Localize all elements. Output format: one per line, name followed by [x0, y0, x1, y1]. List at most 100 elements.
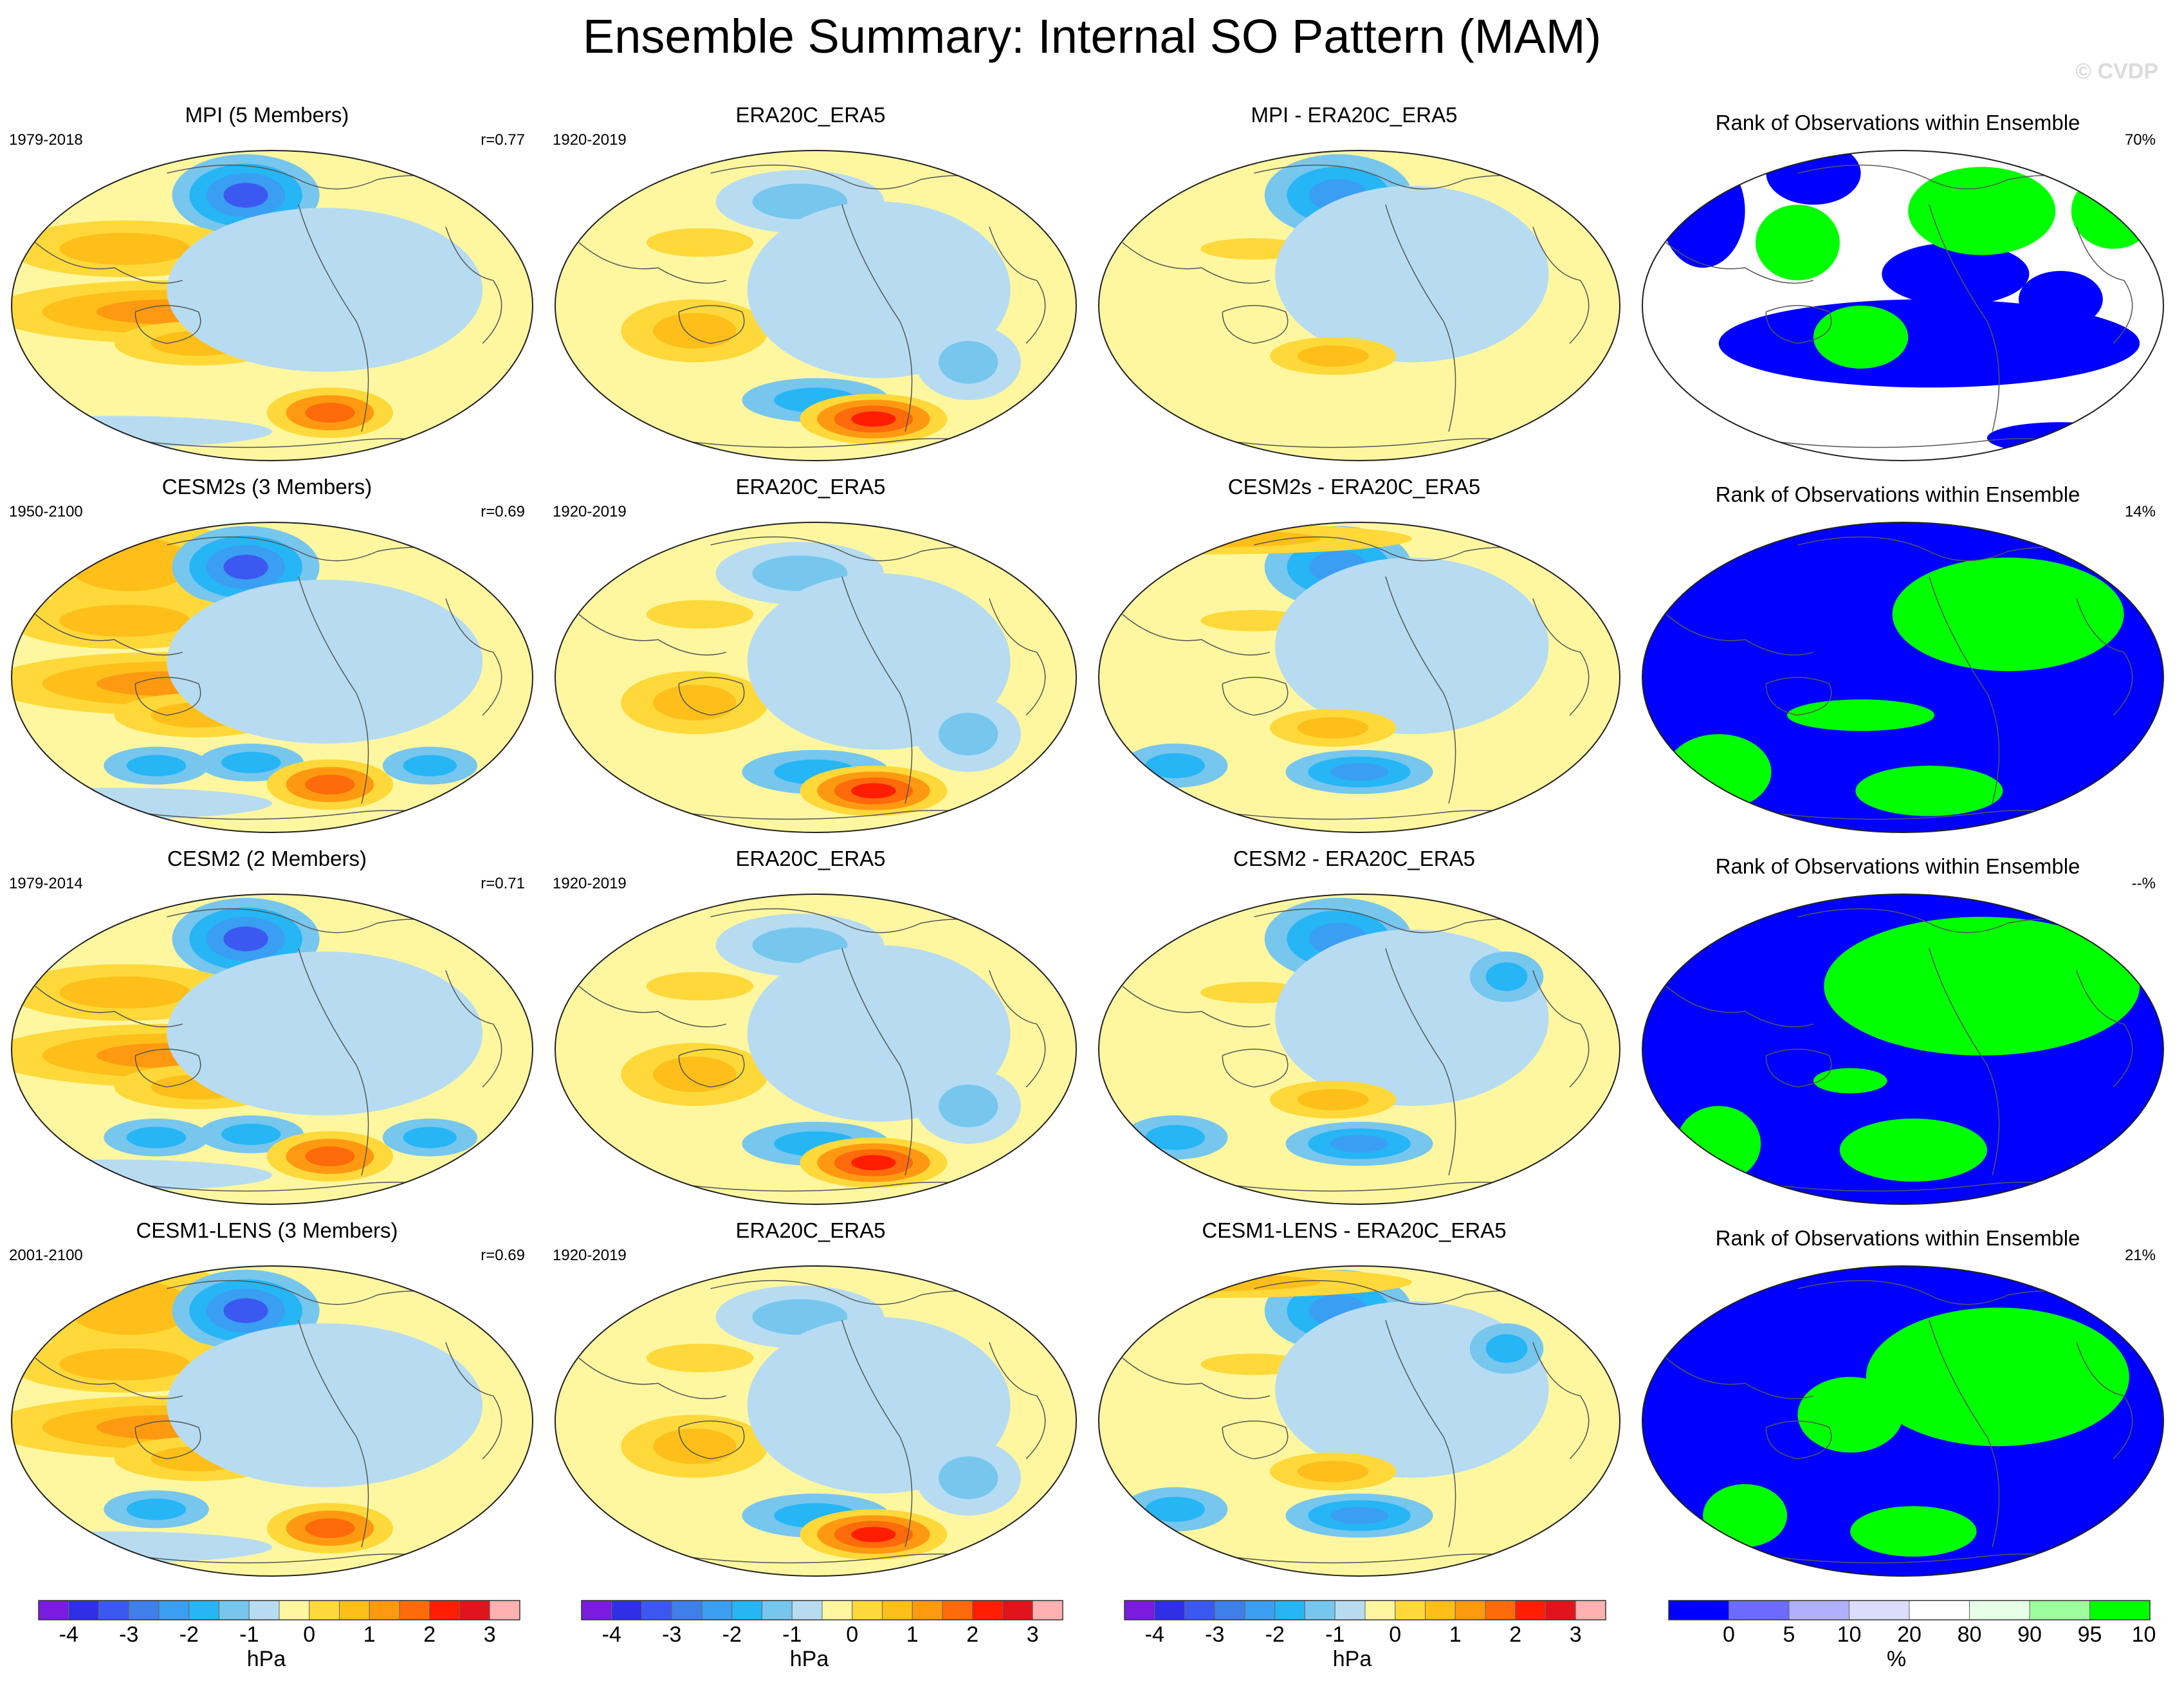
coastline [1532, 1342, 1590, 1460]
colorbar-tick-label: 20 [1897, 1622, 1922, 1647]
map-svg [555, 894, 1077, 1205]
coastline [1532, 226, 1590, 344]
colorbar-tick-label: 1 [906, 1622, 919, 1647]
panel-title: CESM2s (3 Members) [161, 475, 372, 499]
rank-region [1813, 1068, 1887, 1094]
rank-percent: 14% [2124, 503, 2156, 520]
coastline [1929, 948, 2000, 1176]
pattern-correlation: r=0.71 [481, 875, 525, 892]
contour-region [851, 783, 896, 799]
colorbar-tick-label: 0 [303, 1622, 315, 1647]
colorbar-tick-label: 10 [1837, 1622, 1862, 1647]
colorbar-swatch [1425, 1600, 1456, 1620]
colorbar-swatch [581, 1600, 612, 1620]
contour-region [1330, 1507, 1389, 1525]
colorbar-swatch [912, 1600, 943, 1620]
map [1096, 1263, 1622, 1579]
colorbar-swatch [731, 1600, 762, 1620]
map-svg [1642, 1265, 2164, 1577]
map-outline [1098, 150, 1620, 461]
colorbar-swatch [1154, 1600, 1185, 1620]
coastline [1765, 1049, 1832, 1088]
coastline [1666, 614, 1814, 656]
contour-region [646, 600, 754, 629]
rank-region [1787, 699, 1935, 731]
map-outline [11, 1265, 533, 1577]
colorbar-swatch [459, 1600, 490, 1620]
map [553, 1263, 1079, 1579]
coastline [841, 1319, 913, 1548]
rank-region [1797, 1377, 1903, 1453]
colorbar-swatch [399, 1600, 430, 1620]
rank-percent: 21% [2124, 1247, 2156, 1264]
contour-region [223, 926, 268, 951]
rank-region [1755, 205, 1840, 280]
colorbar-swatch [1515, 1600, 1546, 1620]
contour-region [1145, 1124, 1205, 1150]
map-outline [1098, 522, 1620, 833]
colorbar-swatch [309, 1600, 340, 1620]
map-svg [555, 522, 1077, 833]
panel-period: 1920-2019 [553, 1247, 627, 1264]
contour-region [653, 684, 737, 720]
colorbar-tick-label: 2 [1509, 1622, 1521, 1647]
map [9, 520, 535, 835]
coastline [1532, 970, 1590, 1088]
map [553, 892, 1079, 1207]
colorbar-tick-label: -3 [119, 1622, 138, 1647]
contour-region [1330, 763, 1389, 781]
contour-region [646, 1343, 754, 1373]
colorbar-tick-label: -1 [239, 1622, 259, 1647]
panel-title: CESM2 (2 Members) [167, 847, 367, 870]
colorbar-swatch [1274, 1600, 1305, 1620]
cvdp-watermark: © CVDP [2075, 59, 2158, 84]
contour-region [653, 1056, 737, 1092]
colorbar-tick-label: -3 [1205, 1622, 1224, 1647]
colorbar-swatch [762, 1600, 793, 1620]
panel-title: ERA20C_ERA5 [735, 103, 886, 127]
panel-r3c1: CESM2 (2 Members) 1979-2014 r=0.71 [0, 847, 534, 1207]
map [1640, 520, 2166, 835]
colorbar-swatch [1485, 1600, 1516, 1620]
map [1096, 148, 1622, 463]
coastline [1929, 1319, 2000, 1548]
panel-title: MPI - ERA20C_ERA5 [1251, 103, 1458, 127]
contour-region [653, 313, 737, 349]
colorbar-swatch [38, 1600, 69, 1620]
colorbar-swatch [701, 1600, 733, 1620]
colorbar-tick-label: 100 [2132, 1622, 2155, 1647]
colorbar-hpa-3: -4-3-2-101234hPa [1122, 1598, 1642, 1675]
coastline [445, 598, 502, 716]
map-outline [1642, 150, 2164, 461]
colorbar-swatch [1575, 1600, 1606, 1620]
coastline [1122, 1357, 1271, 1399]
panel-title: Rank of Observations within Ensemble [1715, 1226, 2080, 1250]
contour-region [403, 1126, 457, 1148]
colorbar-swatch [1545, 1600, 1576, 1620]
coastline [298, 204, 369, 432]
contour-region [1485, 1334, 1528, 1363]
panel-title: CESM2 - ERA20C_ERA5 [1233, 847, 1475, 870]
coastline [298, 948, 369, 1176]
coastline [445, 226, 502, 344]
contour-region [1275, 557, 1549, 735]
coastline [35, 242, 183, 284]
coastline [2076, 226, 2133, 344]
rank-region [1839, 1118, 1987, 1182]
figure-title: Ensemble Summary: Internal SO Pattern (M… [582, 10, 1602, 63]
colorbar-unit-label: hPa [790, 1647, 829, 1671]
colorbar-swatch [1305, 1600, 1335, 1620]
contour-region [938, 712, 998, 756]
contour-region [59, 1348, 190, 1381]
colorbar-swatch [882, 1600, 913, 1620]
coastline [445, 970, 502, 1088]
contour-region [1297, 717, 1369, 739]
colorbar-frame [38, 1600, 520, 1620]
map-svg [555, 150, 1077, 461]
coastline [1122, 614, 1271, 656]
map [553, 520, 1079, 835]
contour-region [223, 183, 268, 208]
colorbar-swatch [1788, 1600, 1849, 1620]
colorbar-hpa-1-svg: -4-3-2-101234hPa [38, 1600, 556, 1671]
colorbar-swatch [1454, 1600, 1486, 1620]
